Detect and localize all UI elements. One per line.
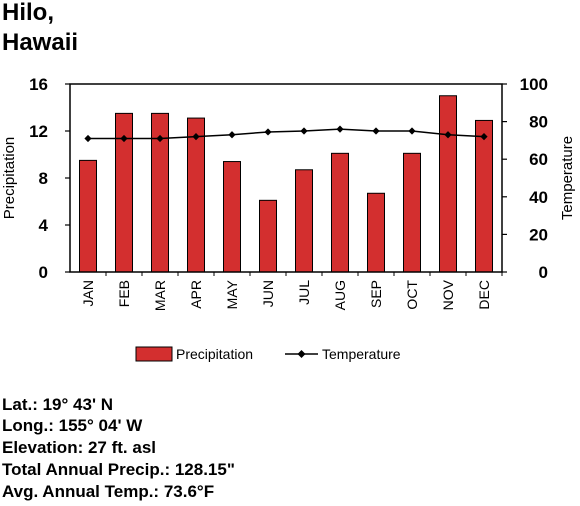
precip-bar-nov	[439, 95, 457, 273]
right-tick-label: 100	[520, 75, 548, 94]
right-tick-label: 20	[529, 225, 548, 244]
right-tick-label: 0	[539, 263, 548, 282]
x-tick-label-jan: JAN	[80, 280, 96, 306]
x-tick-label-may: MAY	[224, 279, 240, 309]
left-tick-label: 16	[29, 75, 48, 94]
info-elevation: Elevation: 27 ft. asl	[2, 438, 156, 457]
info-longitude: Long.: 155° 04' W	[2, 416, 143, 435]
temperature-point-feb	[120, 134, 128, 143]
temperature-point-sep	[372, 127, 380, 135]
temperature-line-group	[84, 125, 488, 143]
x-tick-label-feb: FEB	[116, 280, 132, 307]
precipitation-bars	[79, 95, 493, 273]
temperature-point-dec	[480, 133, 488, 141]
precip-bar-may	[223, 161, 241, 273]
temperature-point-aug	[336, 125, 344, 133]
x-tick-label-jun: JUN	[260, 280, 276, 307]
precip-bar-dec	[475, 119, 493, 273]
x-axis: JAN FEB MAR APR MAY JUN JUL AUG SEP OCT NOV DEC	[80, 272, 503, 311]
precip-bar-jul	[295, 169, 313, 273]
legend: Precipitation Temperature	[135, 346, 401, 362]
temperature-line	[88, 128, 485, 140]
y-axis-label-right: Temperature	[559, 136, 576, 220]
plot-frame	[69, 83, 503, 273]
left-axis: 0 4 8 12 16	[29, 75, 70, 282]
chart-title-line-1: Hilo,	[2, 0, 54, 26]
y-axis-label-left: Precipitation	[1, 137, 18, 220]
x-tick-label-apr: APR	[188, 280, 204, 309]
right-tick-label: 60	[529, 150, 548, 169]
info-total-precip: Total Annual Precip.: 128.15"	[2, 460, 235, 479]
precip-bar-oct	[403, 152, 421, 273]
temperature-point-mar	[156, 134, 164, 143]
temperature-point-jul	[300, 127, 308, 135]
precip-bar-jun	[259, 199, 277, 273]
left-tick-label: 12	[29, 122, 48, 141]
temperature-point-apr	[192, 133, 200, 141]
right-tick-label: 40	[529, 188, 548, 207]
x-tick-label-nov: NOV	[440, 279, 456, 310]
temperature-point-may	[228, 131, 236, 139]
legend-temperature-label: Temperature	[322, 346, 401, 362]
x-tick-label-jul: JUL	[296, 280, 312, 305]
temperature-point-nov	[444, 131, 452, 139]
temperature-point-jun	[264, 128, 272, 136]
info-latitude: Lat.: 19° 43' N	[2, 395, 113, 414]
temperature-point-oct	[408, 127, 416, 135]
x-tick-label-mar: MAR	[152, 280, 168, 311]
left-tick-label: 8	[39, 169, 48, 188]
legend-precipitation-label: Precipitation	[176, 346, 253, 362]
left-tick-label: 4	[39, 216, 49, 235]
left-tick-label: 0	[39, 263, 48, 282]
temperature-point-jan	[84, 134, 92, 143]
chart-title-line-2: Hawaii	[2, 29, 79, 56]
precip-bar-apr	[187, 117, 205, 273]
right-tick-label: 80	[529, 113, 548, 132]
precip-bar-sep	[367, 192, 385, 273]
info-avg-temp: Avg. Annual Temp.: 73.6°F	[2, 482, 215, 501]
legend-temperature-marker	[297, 350, 306, 358]
x-tick-label-oct: OCT	[404, 280, 420, 310]
x-tick-label-sep: SEP	[368, 280, 384, 308]
right-axis: 0 20 40 60 80 100	[502, 75, 548, 282]
precip-bar-jan	[79, 159, 97, 273]
legend-precipitation-swatch	[135, 346, 173, 362]
x-tick-label-aug: AUG	[332, 280, 348, 310]
x-tick-label-dec: DEC	[476, 280, 492, 310]
precip-bar-aug	[331, 152, 349, 273]
